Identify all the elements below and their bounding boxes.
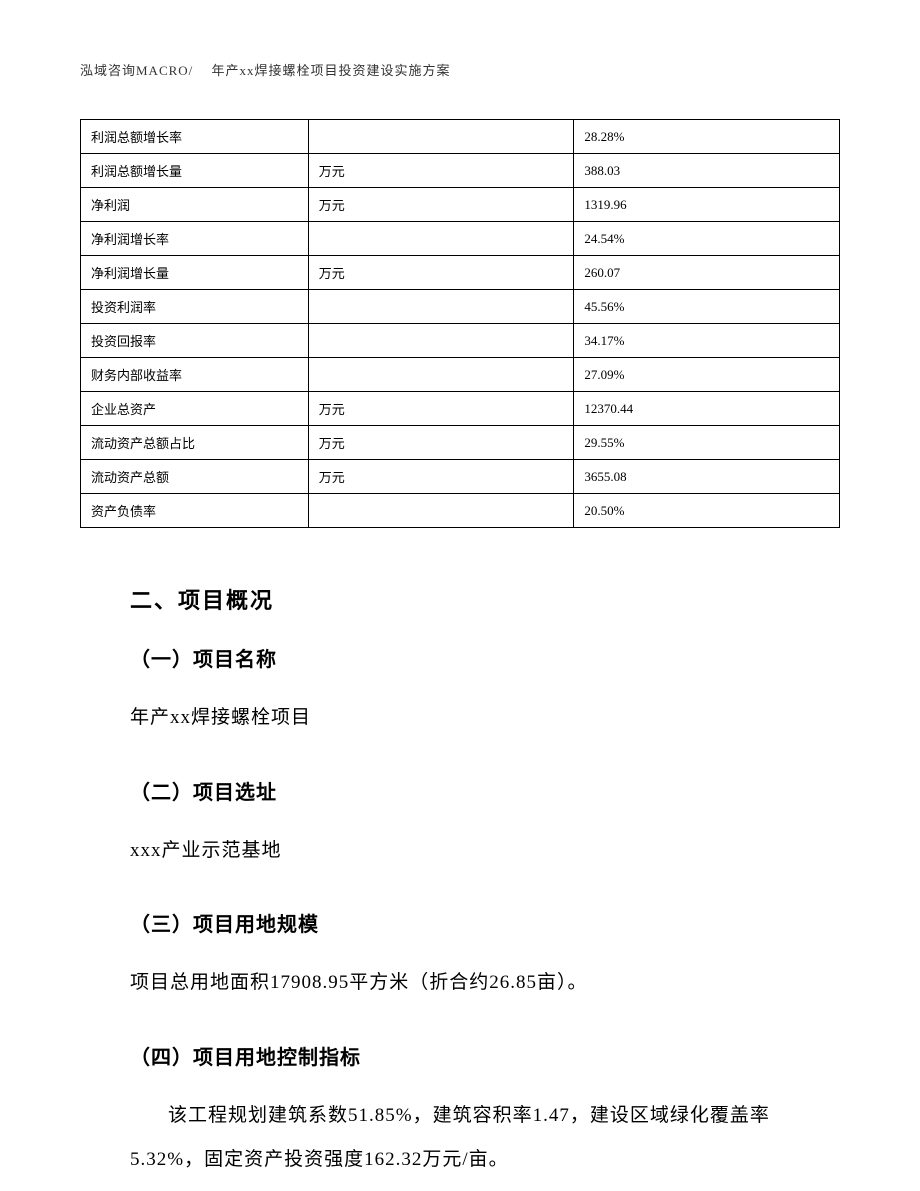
body-text-2: xxx产业示范基地 (130, 829, 790, 873)
row-unit: 万元 (308, 426, 574, 460)
content-section: 二、项目概况 （一）项目名称 年产xx焊接螺栓项目 （二）项目选址 xxx产业示… (80, 583, 840, 1181)
row-value: 1319.96 (574, 188, 840, 222)
row-unit: 万元 (308, 256, 574, 290)
row-value: 27.09% (574, 358, 840, 392)
row-value: 12370.44 (574, 392, 840, 426)
row-unit: 万元 (308, 460, 574, 494)
row-label: 净利润增长率 (81, 222, 309, 256)
row-unit (308, 494, 574, 528)
table-row: 资产负债率 20.50% (81, 494, 840, 528)
subsection-heading-3: （三）项目用地规模 (130, 908, 790, 937)
body-text-3: 项目总用地面积17908.95平方米（折合约26.85亩）。 (130, 961, 790, 1005)
row-unit: 万元 (308, 392, 574, 426)
row-unit (308, 120, 574, 154)
subsection-heading-4: （四）项目用地控制指标 (130, 1041, 790, 1070)
table-row: 净利润增长量 万元 260.07 (81, 256, 840, 290)
body-text-4: 该工程规划建筑系数51.85%，建筑容积率1.47，建设区域绿化覆盖率5.32%… (130, 1094, 790, 1181)
row-value: 34.17% (574, 324, 840, 358)
table-row: 利润总额增长量 万元 388.03 (81, 154, 840, 188)
table-body: 利润总额增长率 28.28% 利润总额增长量 万元 388.03 净利润 万元 … (81, 120, 840, 528)
table-row: 流动资产总额 万元 3655.08 (81, 460, 840, 494)
row-unit (308, 324, 574, 358)
row-value: 388.03 (574, 154, 840, 188)
subsection-heading-2: （二）项目选址 (130, 776, 790, 805)
row-label: 利润总额增长率 (81, 120, 309, 154)
row-unit (308, 358, 574, 392)
row-value: 260.07 (574, 256, 840, 290)
page-header: 泓域咨询MACRO/ 年产xx焊接螺栓项目投资建设实施方案 (80, 60, 840, 79)
row-unit (308, 222, 574, 256)
row-label: 利润总额增长量 (81, 154, 309, 188)
row-label: 投资回报率 (81, 324, 309, 358)
table-row: 财务内部收益率 27.09% (81, 358, 840, 392)
financial-table: 利润总额增长率 28.28% 利润总额增长量 万元 388.03 净利润 万元 … (80, 119, 840, 528)
table-row: 投资回报率 34.17% (81, 324, 840, 358)
table-row: 流动资产总额占比 万元 29.55% (81, 426, 840, 460)
section-heading: 二、项目概况 (130, 583, 790, 615)
row-value: 3655.08 (574, 460, 840, 494)
row-label: 流动资产总额 (81, 460, 309, 494)
row-label: 净利润增长量 (81, 256, 309, 290)
body-text-1: 年产xx焊接螺栓项目 (130, 696, 790, 740)
row-value: 24.54% (574, 222, 840, 256)
row-label: 投资利润率 (81, 290, 309, 324)
row-value: 45.56% (574, 290, 840, 324)
row-label: 财务内部收益率 (81, 358, 309, 392)
row-label: 流动资产总额占比 (81, 426, 309, 460)
row-label: 资产负债率 (81, 494, 309, 528)
row-value: 20.50% (574, 494, 840, 528)
row-label: 净利润 (81, 188, 309, 222)
table-row: 净利润增长率 24.54% (81, 222, 840, 256)
header-text: 泓域咨询MACRO/ 年产xx焊接螺栓项目投资建设实施方案 (80, 63, 451, 78)
table-row: 利润总额增长率 28.28% (81, 120, 840, 154)
row-unit (308, 290, 574, 324)
table-row: 投资利润率 45.56% (81, 290, 840, 324)
subsection-heading-1: （一）项目名称 (130, 643, 790, 672)
table-row: 企业总资产 万元 12370.44 (81, 392, 840, 426)
row-unit: 万元 (308, 154, 574, 188)
table-row: 净利润 万元 1319.96 (81, 188, 840, 222)
row-value: 29.55% (574, 426, 840, 460)
row-label: 企业总资产 (81, 392, 309, 426)
row-unit: 万元 (308, 188, 574, 222)
row-value: 28.28% (574, 120, 840, 154)
